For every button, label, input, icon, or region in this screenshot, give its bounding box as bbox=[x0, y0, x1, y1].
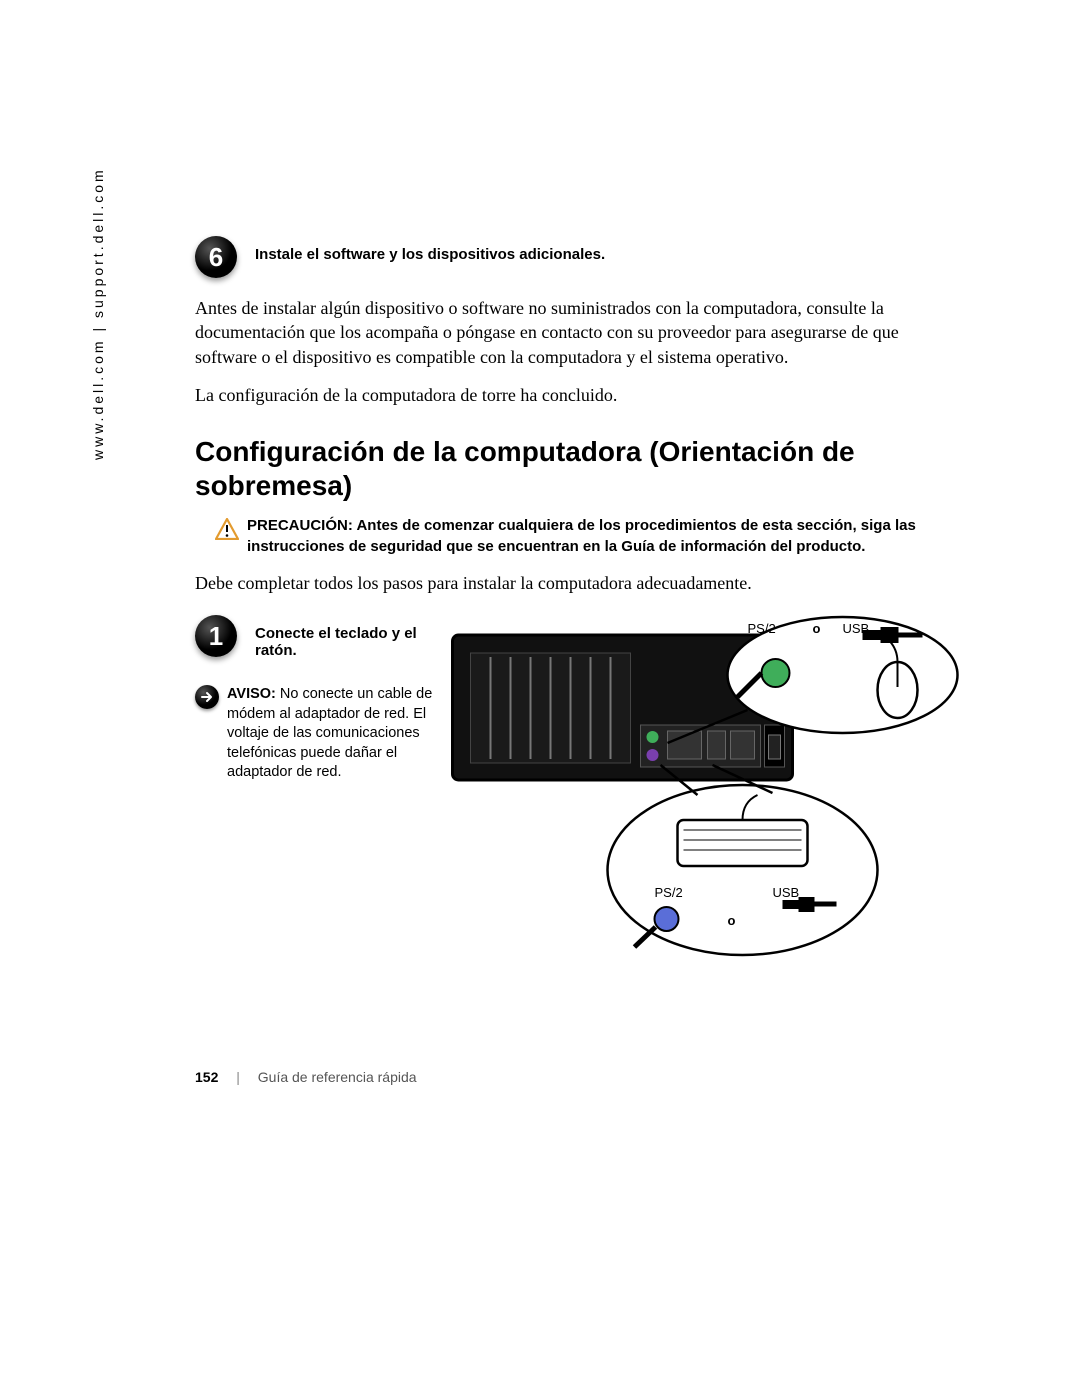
step-1-badge: 1 bbox=[195, 615, 237, 657]
illustration: PS/2 o USB bbox=[440, 615, 965, 975]
main-content: 6 Instale el software y los dispositivos… bbox=[195, 236, 965, 975]
paragraph-1: Antes de instalar algún dispositivo o so… bbox=[195, 296, 965, 369]
page-number: 152 bbox=[195, 1069, 218, 1085]
section-heading: Configuración de la computadora (Orienta… bbox=[195, 435, 965, 502]
paragraph-2: La configuración de la computadora de to… bbox=[195, 383, 965, 407]
caution-text: PRECAUCIÓN: Antes de comenzar cualquiera… bbox=[247, 516, 965, 557]
aviso-label: AVISO: bbox=[227, 686, 276, 702]
step-1-row: 1 Conecte el teclado y el ratón. bbox=[195, 615, 440, 659]
step-1-text: Conecte el teclado y el ratón. bbox=[255, 615, 440, 659]
caution-block: PRECAUCIÓN: Antes de comenzar cualquiera… bbox=[215, 516, 965, 557]
label-usb-top: USB bbox=[843, 621, 870, 636]
label-usb-bottom: USB bbox=[773, 885, 800, 900]
sidebar-url: www.dell.com | support.dell.com bbox=[90, 167, 106, 460]
label-ps2-bottom: PS/2 bbox=[655, 885, 683, 900]
aviso-arrow-icon bbox=[195, 685, 219, 709]
step-6-text: Instale el software y los dispositivos a… bbox=[255, 236, 605, 263]
footer-separator: | bbox=[236, 1069, 240, 1085]
label-or-bottom: o bbox=[728, 913, 736, 928]
label-ps2-top: PS/2 bbox=[748, 621, 776, 636]
aviso-text: AVISO: No conecte un cable de módem al a… bbox=[227, 685, 440, 783]
step-6-badge: 6 bbox=[195, 236, 237, 278]
caution-triangle-icon bbox=[215, 518, 239, 540]
label-or-top: o bbox=[813, 621, 821, 636]
step-6-row: 6 Instale el software y los dispositivos… bbox=[195, 236, 965, 278]
paragraph-3: Debe completar todos los pasos para inst… bbox=[195, 571, 965, 595]
aviso-block: AVISO: No conecte un cable de módem al a… bbox=[195, 685, 440, 783]
caution-label: PRECAUCIÓN: bbox=[247, 517, 353, 534]
footer-title: Guía de referencia rápida bbox=[258, 1069, 417, 1085]
keyboard-callout-icon: PS/2 USB o bbox=[608, 765, 878, 955]
page-footer: 152 | Guía de referencia rápida bbox=[195, 1069, 417, 1085]
